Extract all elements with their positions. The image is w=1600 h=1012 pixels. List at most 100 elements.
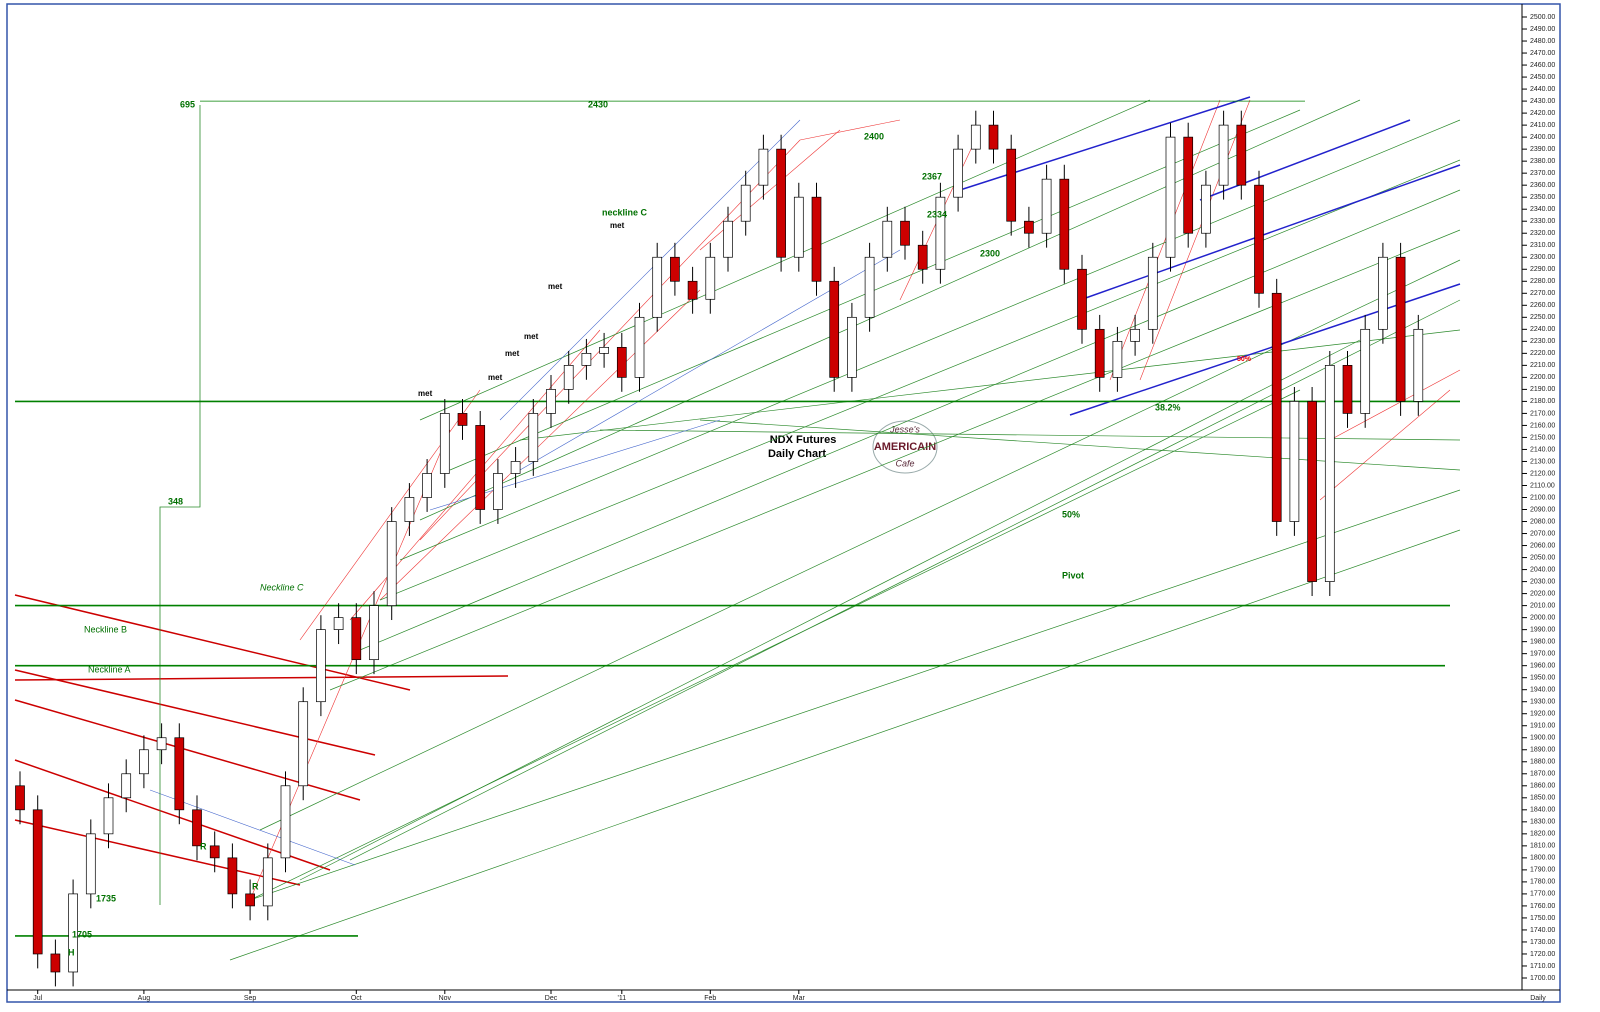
candle-body (316, 629, 326, 703)
candle-body (404, 497, 415, 522)
candle (599, 332, 609, 368)
candle (1289, 386, 1300, 536)
candle-body (723, 220, 733, 258)
x-tick-label: Dec (545, 995, 558, 1002)
candle-body (85, 833, 96, 895)
candle-body (192, 809, 202, 847)
y-tick-label: 1860.00 (1530, 783, 1555, 790)
y-tick-label: 1790.00 (1530, 867, 1555, 874)
candle (493, 459, 503, 524)
trend-line (259, 259, 1461, 831)
candle-body (1254, 184, 1264, 294)
x-tick-label: Oct (351, 995, 362, 1002)
candle (121, 759, 132, 813)
y-tick-label: 1950.00 (1530, 675, 1555, 682)
y-tick-label: 2050.00 (1530, 554, 1555, 561)
trend-line (359, 189, 1461, 651)
y-tick-label: 2220.00 (1530, 350, 1555, 357)
candle (32, 795, 43, 969)
candle (404, 483, 415, 536)
candle (723, 206, 733, 272)
candle-body (900, 220, 910, 246)
x-tick-label: Sep (244, 995, 257, 1002)
y-tick-label: 1780.00 (1530, 879, 1555, 886)
annotation: met (524, 332, 539, 341)
y-tick-label: 2140.00 (1530, 446, 1555, 453)
annotation: 2430 (588, 99, 608, 109)
logo-text: Jesse's (889, 424, 920, 434)
candle-body (1024, 220, 1034, 234)
candle (687, 266, 698, 314)
candle (563, 350, 574, 404)
y-tick-label: 1920.00 (1530, 711, 1555, 718)
annotation: met (610, 221, 625, 230)
x-tick-label: Jul (33, 995, 42, 1002)
y-tick-label: 2470.00 (1530, 50, 1555, 57)
y-tick-label: 2380.00 (1530, 158, 1555, 165)
annotation: 2400 (864, 131, 884, 141)
candle-body (139, 749, 149, 775)
y-tick-label: 2210.00 (1530, 362, 1555, 369)
y-tick-label: 2430.00 (1530, 98, 1555, 105)
candle-body (917, 244, 928, 270)
candle-body (1041, 178, 1052, 234)
candle-body (1165, 136, 1176, 258)
candle (457, 398, 468, 440)
y-tick-label: 1730.00 (1530, 939, 1555, 946)
candle-body (988, 124, 999, 150)
y-tick-label: 2370.00 (1530, 170, 1555, 177)
y-tick-label: 2390.00 (1530, 146, 1555, 153)
candle-body (1413, 328, 1424, 402)
candle (369, 591, 379, 675)
candle (1271, 278, 1282, 536)
annotation: 1735 (96, 893, 116, 903)
candle-body (1183, 136, 1194, 234)
range-marker (159, 105, 201, 905)
candle (15, 771, 25, 825)
y-tick-label: 2360.00 (1530, 182, 1555, 189)
trend-line (14, 819, 301, 886)
y-tick-label: 2110.00 (1530, 482, 1555, 489)
candle-body (1342, 365, 1353, 414)
candle (705, 242, 716, 314)
y-tick-label: 2030.00 (1530, 578, 1555, 585)
annotation: 2367 (922, 171, 942, 181)
y-tick-label: 1720.00 (1530, 951, 1555, 958)
y-tick-label: 1870.00 (1530, 771, 1555, 778)
candle-body (1395, 256, 1406, 402)
y-tick-label: 2070.00 (1530, 530, 1555, 537)
trend-line (149, 789, 356, 866)
trend-line (449, 109, 1301, 471)
candle (227, 843, 238, 909)
y-tick-label: 2310.00 (1530, 242, 1555, 249)
y-tick-label: 2190.00 (1530, 386, 1555, 393)
candle (776, 134, 786, 272)
candle-body (970, 124, 981, 150)
candle-body (1130, 328, 1140, 342)
y-tick-label: 2340.00 (1530, 206, 1555, 213)
annotation: 1705 (72, 929, 92, 939)
candle-body (634, 316, 645, 378)
candle (670, 242, 680, 296)
y-tick-label: 2420.00 (1530, 110, 1555, 117)
trend-line (14, 594, 411, 691)
y-tick-label: 1970.00 (1530, 651, 1555, 658)
y-tick-label: 2100.00 (1530, 494, 1555, 501)
candle-body (1307, 401, 1317, 582)
candle-body (1378, 256, 1388, 330)
y-tick-label: 1880.00 (1530, 759, 1555, 766)
y-tick-label: 1700.00 (1530, 975, 1555, 982)
candle (1077, 254, 1087, 344)
candle (864, 242, 875, 332)
candle (528, 398, 539, 476)
y-tick-label: 2010.00 (1530, 602, 1555, 609)
candle-body (510, 461, 521, 474)
y-tick-label: 2040.00 (1530, 566, 1555, 573)
trend-line (1319, 389, 1451, 501)
candle (439, 398, 450, 488)
trend-line (1109, 99, 1221, 381)
candle (1360, 314, 1371, 428)
candle (847, 302, 857, 392)
trend-line (229, 529, 1461, 961)
candle-body (174, 737, 185, 811)
